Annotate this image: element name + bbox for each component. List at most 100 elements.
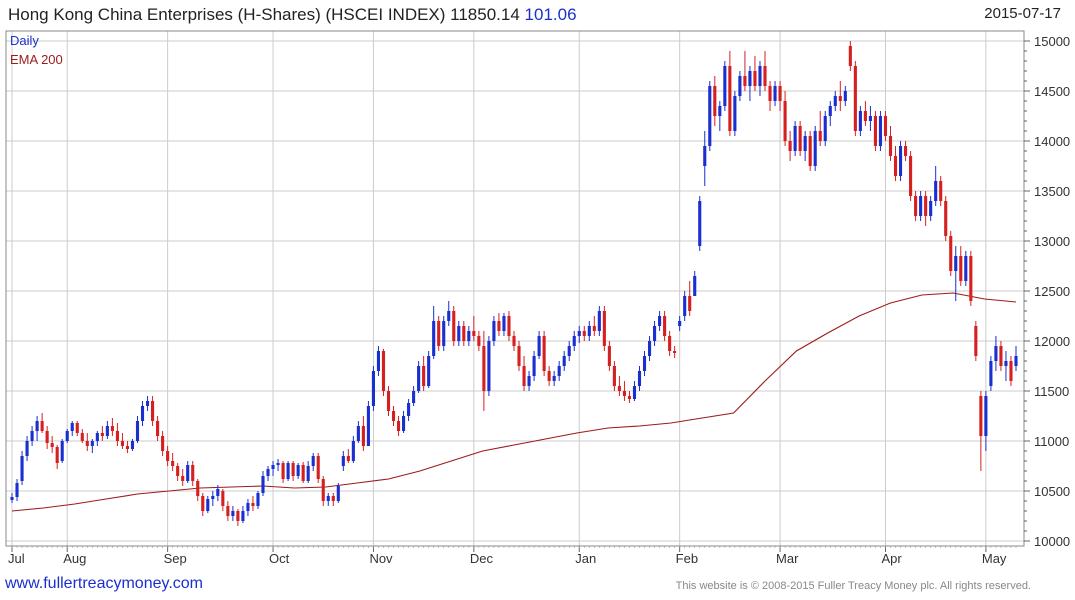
axes: 10000 10500 11000 11500 12000 12500 13000 13500…	[5, 30, 1070, 566]
candle-body	[391, 411, 396, 421]
candle	[828, 101, 832, 126]
candle	[391, 406, 396, 426]
candle-body	[181, 476, 185, 481]
candle-body	[251, 503, 255, 506]
candle-body	[723, 66, 727, 106]
candle	[853, 61, 857, 136]
candle	[693, 271, 697, 296]
candle-body	[678, 321, 682, 326]
candle-body	[507, 316, 511, 336]
candle-body	[161, 436, 165, 451]
candle	[115, 423, 119, 446]
candle-body	[773, 86, 777, 101]
candle-body	[201, 496, 205, 511]
candle-body	[326, 496, 330, 501]
candle	[80, 429, 84, 443]
candle	[567, 341, 571, 361]
candle	[366, 401, 370, 446]
candle-body	[547, 371, 551, 381]
candle	[75, 421, 79, 436]
candle	[266, 466, 270, 481]
candle	[914, 191, 918, 221]
candle	[402, 411, 406, 433]
grid	[6, 31, 1024, 546]
candle-body	[256, 493, 260, 506]
candle	[542, 331, 546, 376]
candle	[241, 506, 245, 523]
y-tick-label: 14000	[1034, 134, 1070, 149]
candle	[602, 306, 606, 351]
candle-body	[823, 116, 827, 141]
candle-body	[768, 86, 772, 101]
candle-body	[110, 426, 114, 431]
legend-ema: EMA 200	[10, 52, 63, 67]
candle	[924, 191, 928, 226]
candle-body	[883, 116, 888, 136]
candle-body	[592, 326, 596, 331]
website-link[interactable]: www.fullertreacymoney.com	[5, 575, 203, 592]
candle-body	[617, 386, 621, 391]
candle-body	[45, 431, 49, 443]
candle-body	[211, 496, 215, 499]
candle	[612, 361, 616, 391]
candle-body	[708, 86, 712, 146]
candle-body	[442, 321, 446, 346]
candle	[592, 316, 596, 336]
candle-body	[246, 503, 250, 511]
candle-body	[743, 76, 747, 86]
candle-body	[321, 479, 325, 501]
candle-body	[407, 403, 411, 416]
chart-date: 2015-07-17	[984, 5, 1061, 22]
candle-body	[281, 463, 285, 479]
candle	[788, 131, 792, 161]
candle-body	[893, 156, 898, 176]
candle	[65, 429, 69, 443]
candle-body	[572, 336, 576, 346]
candle-body	[366, 406, 370, 446]
candle	[156, 416, 160, 441]
candle	[622, 381, 626, 401]
candle	[632, 381, 637, 401]
candle-body	[196, 481, 200, 496]
candle-body	[100, 433, 104, 436]
candle	[607, 341, 611, 371]
y-tick-label: 12500	[1034, 284, 1070, 299]
candle	[668, 331, 672, 356]
candle	[331, 493, 335, 506]
candle-body	[562, 356, 566, 366]
candle	[457, 321, 461, 346]
candle-body	[381, 351, 386, 391]
candle-body	[396, 421, 401, 431]
candle-body	[437, 321, 441, 346]
candle-body	[80, 433, 84, 441]
candle	[251, 496, 255, 511]
candle	[703, 131, 707, 186]
candle	[20, 451, 24, 485]
candle	[909, 151, 913, 201]
candle	[552, 371, 556, 386]
candle	[447, 301, 451, 326]
x-tick-label: Sep	[164, 551, 187, 566]
candle-body	[597, 311, 601, 331]
candle	[336, 483, 340, 503]
candle-body	[602, 311, 606, 346]
candle	[723, 61, 727, 111]
x-tick-label: Mar	[776, 551, 799, 566]
candle	[125, 441, 130, 453]
candle-body	[145, 401, 150, 406]
candle-body	[1009, 361, 1013, 381]
candle	[898, 141, 903, 181]
y-tick-label: 11500	[1034, 384, 1069, 399]
x-tick-label: Oct	[269, 551, 290, 566]
candle-body	[55, 447, 59, 463]
candle	[532, 351, 536, 381]
candle-body	[803, 136, 807, 151]
candle-body	[763, 66, 767, 86]
candle	[206, 496, 210, 513]
candle	[572, 331, 576, 351]
candle-body	[813, 131, 817, 166]
candle	[637, 366, 642, 391]
candle-body	[512, 336, 516, 346]
candle-body	[336, 486, 340, 501]
candle	[617, 376, 621, 396]
